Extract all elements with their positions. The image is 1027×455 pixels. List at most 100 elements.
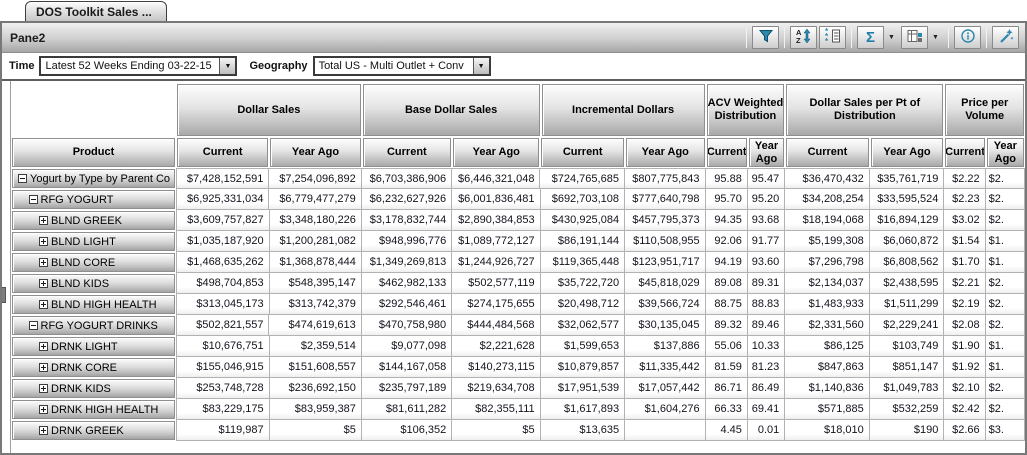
info-button[interactable] (954, 26, 981, 49)
column-header[interactable]: Current (786, 138, 869, 167)
product-row-button[interactable]: RFG YOGURT DRINKS (12, 316, 176, 335)
expand-icon[interactable] (39, 279, 48, 288)
data-cell: $82,355,111 (452, 399, 541, 420)
table-row: DRNK LIGHT $10,676,751 $2,359,514 $9,077,09… (11, 336, 1025, 357)
toolbar-separator (784, 27, 785, 48)
tab-dos-toolkit-sales[interactable]: DOS Toolkit Sales ... (25, 1, 167, 22)
column-header[interactable]: Year Ago (986, 138, 1024, 167)
aggregate-dropdown-arrow[interactable]: ▼ (888, 34, 895, 41)
toolbar-separator (986, 27, 987, 48)
data-cell: $1,200,281,082 (269, 231, 362, 252)
product-label: RFG YOGURT DRINKS (40, 319, 158, 332)
data-cell: $7,428,152,591 (176, 168, 270, 189)
group-header[interactable]: Base Dollar Sales (362, 84, 540, 136)
data-cell: $106,352 (361, 420, 453, 441)
data-cell: $151,608,557 (269, 357, 362, 378)
data-cell: 10.33 (747, 336, 786, 357)
geography-select-arrow-icon[interactable]: ▼ (472, 58, 489, 74)
product-row-button[interactable]: RFG YOGURT (12, 190, 176, 209)
pane-header: Pane2 A Z (2, 23, 1025, 53)
product-row-button[interactable]: DRNK KIDS (12, 379, 176, 398)
column-header[interactable]: Year Ago (270, 138, 361, 167)
collapse-icon[interactable] (28, 195, 38, 204)
expand-icon[interactable] (39, 342, 48, 351)
data-cell: $2,890,384,853 (452, 210, 541, 231)
column-header[interactable]: Year Ago (453, 138, 540, 167)
group-header[interactable]: Incremental Dollars (541, 84, 705, 136)
expand-icon[interactable] (39, 300, 48, 309)
column-header[interactable]: Year Ago (625, 138, 705, 167)
product-row-button[interactable]: BLND KIDS (12, 274, 176, 293)
data-cell: $1.54 (944, 231, 986, 252)
expand-icon[interactable] (39, 405, 48, 414)
expand-icon[interactable] (39, 258, 48, 267)
geography-select-value: Total US - Multi Outlet + Conv (318, 60, 464, 72)
group-header[interactable]: Dollar Sales per Pt of Distribution (786, 84, 944, 136)
column-header[interactable]: Current (706, 138, 747, 167)
product-row-button[interactable]: BLND HIGH HEALTH (12, 295, 176, 314)
data-cell: 55.06 (705, 336, 748, 357)
expand-icon[interactable] (39, 237, 48, 246)
svg-text:*: * (825, 32, 829, 41)
table-row: DRNK CORE $155,046,915 $151,608,557 $144,16… (11, 357, 1025, 378)
data-cell: $2.42 (944, 399, 986, 420)
tab-label: DOS Toolkit Sales ... (36, 5, 152, 19)
expand-icon[interactable] (39, 426, 48, 435)
collapse-icon[interactable] (18, 174, 27, 183)
filter-button[interactable] (752, 26, 779, 49)
data-cell: $1,483,933 (785, 294, 870, 315)
data-cell: $20,498,712 (540, 294, 626, 315)
product-row-button[interactable]: BLND CORE (12, 253, 176, 272)
column-header[interactable]: Current (176, 138, 269, 167)
column-header[interactable]: Current (362, 138, 452, 167)
product-row-button[interactable]: Yogurt by Type by Parent Co (12, 169, 175, 188)
column-header[interactable]: Year Ago (870, 138, 944, 167)
tab-bar: DOS Toolkit Sales ... (0, 0, 1027, 22)
expand-icon[interactable] (39, 216, 48, 225)
product-row-button[interactable]: DRNK HIGH HEALTH (12, 400, 176, 419)
column-header[interactable]: Year Ago (748, 138, 785, 167)
expand-icon[interactable] (39, 384, 48, 393)
product-label: DRNK GREEK (51, 424, 124, 437)
group-header[interactable]: ACV Weighted Distribution (706, 84, 785, 136)
pane-splitter-handle[interactable] (2, 287, 6, 303)
product-row-button[interactable]: BLND GREEK (12, 211, 176, 230)
data-cell: $10,879,857 (540, 357, 626, 378)
data-cell: $498,704,853 (176, 273, 270, 294)
corner-spacer (11, 83, 176, 137)
data-cell: 0.01 (747, 420, 786, 441)
table-layout-button[interactable] (901, 26, 928, 49)
table-layout-dropdown-arrow[interactable]: ▼ (932, 34, 939, 41)
aggregate-button[interactable]: Σ (857, 26, 884, 49)
tools-button[interactable] (992, 26, 1019, 49)
column-header[interactable]: Current (541, 138, 624, 167)
data-cell: $2.08 (944, 315, 986, 336)
product-row-button[interactable]: BLND LIGHT (12, 232, 176, 251)
expand-icon[interactable] (39, 363, 48, 372)
data-cell: $2. (985, 294, 1025, 315)
product-column-header[interactable]: Product (12, 138, 175, 167)
sort-button[interactable]: A Z (790, 26, 817, 49)
select-items-button[interactable]: * * * (819, 26, 846, 49)
data-cell: $190 (869, 420, 945, 441)
left-gutter (2, 81, 11, 453)
group-header[interactable]: Dollar Sales (177, 84, 361, 136)
data-cell: $5 (452, 420, 541, 441)
data-cell: $1,368,878,444 (269, 252, 362, 273)
product-row-button[interactable]: DRNK LIGHT (12, 337, 176, 356)
product-row-button[interactable]: DRNK CORE (12, 358, 176, 377)
table-row: RFG YOGURT DRINKS $502,821,557 $474,619,61… (11, 315, 1025, 336)
data-cell: $1,468,635,262 (176, 252, 270, 273)
geography-select[interactable]: Total US - Multi Outlet + Conv ▼ (312, 56, 491, 76)
data-cell: $2.21 (944, 273, 986, 294)
collapse-icon[interactable] (28, 321, 38, 330)
data-cell: $1. (985, 231, 1025, 252)
column-header[interactable]: Current (945, 138, 985, 167)
product-label: BLND KIDS (51, 277, 110, 290)
product-row-button[interactable]: DRNK GREEK (12, 421, 176, 440)
time-select[interactable]: Latest 52 Weeks Ending 03-22-15 ▼ (39, 56, 238, 76)
time-select-arrow-icon[interactable]: ▼ (219, 58, 236, 74)
svg-text:Z: Z (796, 36, 801, 44)
group-header[interactable]: Price per Volume (945, 84, 1025, 136)
data-cell: $17,057,442 (625, 378, 706, 399)
